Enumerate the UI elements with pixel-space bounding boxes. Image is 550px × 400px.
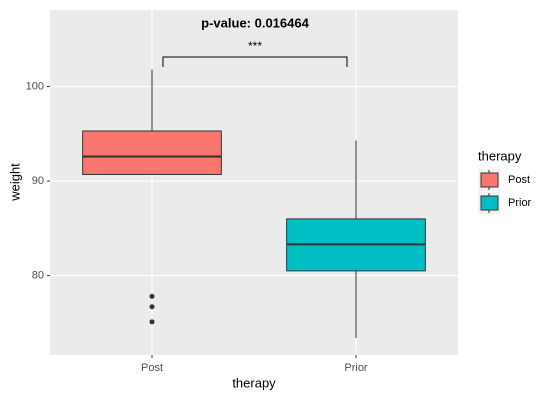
p-value: p-value: 0.016464 bbox=[201, 15, 309, 30]
panel bbox=[50, 10, 458, 355]
x-tick-label: Post bbox=[141, 362, 163, 374]
x-axis-label: therapy bbox=[232, 375, 276, 390]
outlier bbox=[149, 304, 155, 310]
y-tick-label: 100 bbox=[26, 80, 44, 92]
legend-key bbox=[480, 172, 499, 188]
y-axis-label: weight bbox=[7, 163, 22, 202]
marks bbox=[82, 69, 426, 338]
legend-key bbox=[480, 195, 499, 211]
bracket bbox=[162, 56, 348, 67]
x-tick-label: Prior bbox=[344, 362, 368, 374]
outlier bbox=[149, 319, 155, 325]
legend-label: Prior bbox=[508, 197, 532, 209]
box bbox=[82, 130, 222, 175]
legend-label: Post bbox=[508, 174, 530, 186]
significance: *** bbox=[248, 39, 262, 53]
outlier bbox=[149, 293, 155, 299]
y-tick-label: 90 bbox=[32, 175, 44, 187]
legend-title: therapy bbox=[478, 148, 522, 163]
y-tick-label: 80 bbox=[32, 270, 44, 282]
